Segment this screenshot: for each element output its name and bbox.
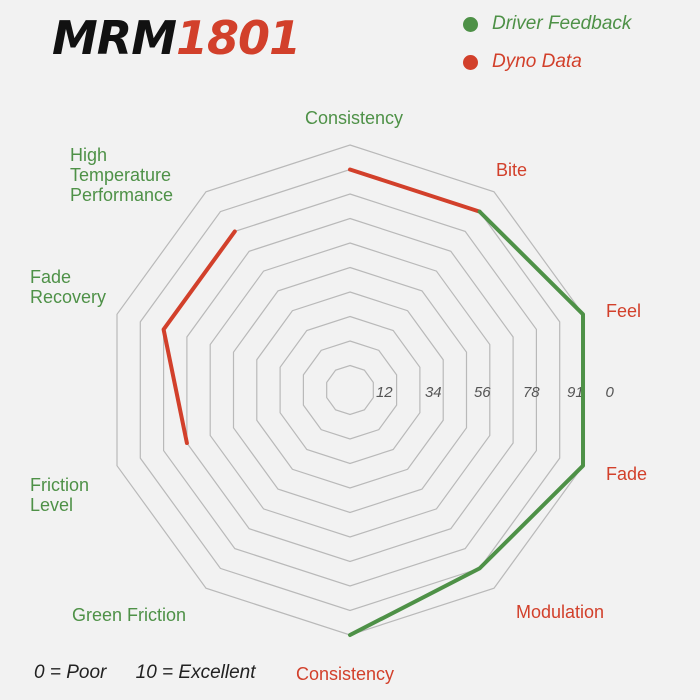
- ring-label: 78: [523, 384, 540, 401]
- series-line-dyno-data: [348, 167, 482, 214]
- grid-ring: [326, 364, 374, 416]
- legend-item-driver-feedback: Driver Feedback: [463, 13, 631, 35]
- legend-swatch-driver-feedback: [463, 16, 478, 32]
- axis-label: Bite: [496, 160, 527, 180]
- scale-note-excellent: 10 = Excellent: [135, 662, 256, 683]
- grid-ring: [302, 340, 398, 440]
- axis-label: Feel: [606, 301, 641, 321]
- axis-label: Consistency: [305, 108, 403, 128]
- grid-ring: [232, 266, 468, 514]
- ring-label: 91: [567, 384, 584, 401]
- axis-label: High Temperature Performance: [70, 145, 173, 205]
- scale-note-poor: 0 = Poor: [34, 662, 107, 683]
- ring-label: 56: [474, 384, 491, 401]
- legend-label-dyno-data: Dyno Data: [492, 51, 582, 72]
- grid-ring: [186, 217, 514, 563]
- ring-label: 12: [376, 384, 393, 401]
- grid-ring: [139, 168, 561, 612]
- ring-label: 34: [425, 384, 442, 401]
- grid-ring: [279, 315, 421, 465]
- axis-label: Consistency: [296, 664, 394, 684]
- grid-ring: [209, 242, 491, 538]
- axis-label: Fade Recovery: [30, 267, 106, 307]
- legend-label-driver-feedback: Driver Feedback: [492, 13, 632, 34]
- series-line-dyno-data: [161, 229, 237, 445]
- axis-label: Fade: [606, 464, 647, 484]
- ring-label: 0: [606, 384, 615, 401]
- grid-ring: [256, 291, 444, 489]
- scale-note: 0 = Poor 10 = Excellent: [34, 662, 280, 684]
- axis-label: Green Friction: [72, 605, 186, 625]
- mrm1801-logo: MRM1801: [52, 11, 301, 65]
- legend-item-dyno-data: Dyno Data: [463, 51, 582, 73]
- legend-swatch-dyno-data: [463, 54, 478, 70]
- axis-label: Friction Level: [30, 475, 89, 515]
- axis-label: Modulation: [516, 602, 604, 622]
- series-line-driver-feedback: [348, 209, 586, 637]
